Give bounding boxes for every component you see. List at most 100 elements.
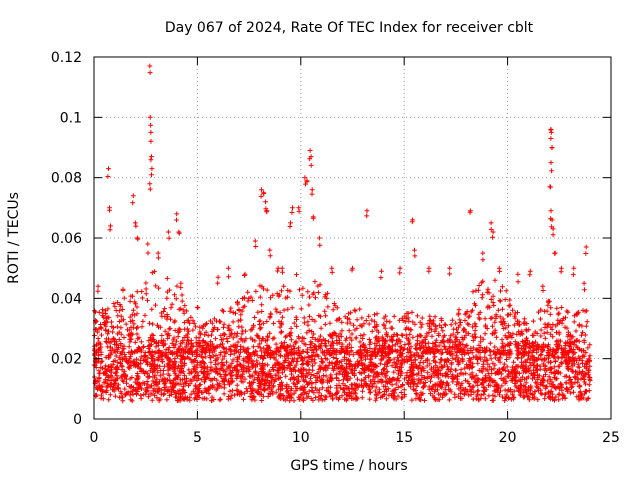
data-point <box>226 274 231 280</box>
data-point <box>403 332 409 338</box>
data-point <box>480 250 486 256</box>
data-point <box>306 302 312 308</box>
data-point <box>545 322 550 328</box>
data-point <box>585 345 591 351</box>
data-point <box>214 377 220 383</box>
data-point <box>127 299 133 304</box>
data-point <box>360 336 365 341</box>
data-point <box>440 365 446 370</box>
data-point <box>105 344 111 350</box>
data-point <box>228 305 234 311</box>
data-point <box>195 305 201 311</box>
data-point <box>182 380 188 386</box>
data-point <box>184 318 190 323</box>
data-point <box>484 345 490 351</box>
data-point <box>559 345 565 351</box>
data-point <box>549 130 554 135</box>
data-point <box>147 63 153 69</box>
data-point <box>414 347 420 352</box>
data-point <box>479 381 485 386</box>
data-point <box>363 318 369 323</box>
data-point <box>472 328 478 333</box>
data-point <box>255 389 261 394</box>
data-point <box>556 392 562 398</box>
data-point <box>517 371 522 376</box>
data-point <box>319 359 324 364</box>
data-point <box>488 348 493 354</box>
data-point <box>487 340 493 346</box>
data-point <box>430 393 436 399</box>
data-point <box>530 391 536 397</box>
data-point <box>118 303 124 309</box>
data-point <box>522 316 527 322</box>
data-point <box>120 288 126 293</box>
data-point <box>161 391 167 396</box>
data-point <box>149 383 154 389</box>
data-point <box>218 333 224 338</box>
data-point <box>200 343 206 348</box>
data-point <box>254 332 260 338</box>
data-point <box>149 366 155 371</box>
data-point <box>176 346 182 352</box>
data-point <box>121 317 126 323</box>
data-point <box>217 319 223 325</box>
data-point <box>322 341 328 346</box>
data-point <box>194 350 199 355</box>
data-point <box>258 366 264 372</box>
data-point <box>246 353 252 358</box>
data-point <box>448 348 454 354</box>
data-point <box>467 387 473 393</box>
data-point <box>427 325 433 331</box>
data-point <box>365 350 371 355</box>
data-point <box>526 365 532 371</box>
data-point <box>455 330 461 335</box>
data-point <box>585 396 591 401</box>
data-point <box>364 213 370 219</box>
data-point <box>429 346 435 352</box>
data-point <box>383 346 388 352</box>
data-point <box>247 366 252 372</box>
data-point <box>568 390 573 396</box>
data-point <box>474 347 480 352</box>
data-point <box>124 380 129 386</box>
data-point <box>273 357 279 363</box>
data-point <box>162 328 168 334</box>
data-point <box>395 332 400 338</box>
data-point <box>121 346 127 352</box>
data-point <box>384 332 389 337</box>
data-point <box>166 235 172 241</box>
data-point <box>252 238 258 244</box>
data-point <box>148 130 154 135</box>
data-point <box>393 381 399 387</box>
data-point <box>466 331 471 336</box>
data-point <box>257 341 263 347</box>
data-point <box>465 379 471 384</box>
data-point <box>476 287 481 293</box>
data-point <box>384 369 390 375</box>
data-point <box>565 361 570 366</box>
data-point <box>319 376 325 382</box>
data-point <box>245 289 251 295</box>
data-point <box>228 376 234 381</box>
data-point <box>424 363 430 369</box>
data-point <box>249 357 255 363</box>
data-point <box>509 335 515 340</box>
data-point <box>155 250 161 256</box>
data-point <box>294 324 299 329</box>
data-point <box>378 275 384 280</box>
data-point <box>145 298 150 303</box>
data-point <box>120 377 126 383</box>
data-point <box>375 379 381 385</box>
data-point <box>309 329 315 334</box>
data-point <box>445 357 450 362</box>
data-point <box>540 376 545 382</box>
data-point <box>447 397 452 403</box>
data-point <box>324 377 330 383</box>
data-point <box>163 379 168 385</box>
data-point <box>448 322 454 328</box>
data-point <box>213 365 219 371</box>
data-point <box>283 373 289 379</box>
data-point <box>504 364 510 370</box>
data-point <box>337 350 342 355</box>
data-point <box>263 378 269 384</box>
